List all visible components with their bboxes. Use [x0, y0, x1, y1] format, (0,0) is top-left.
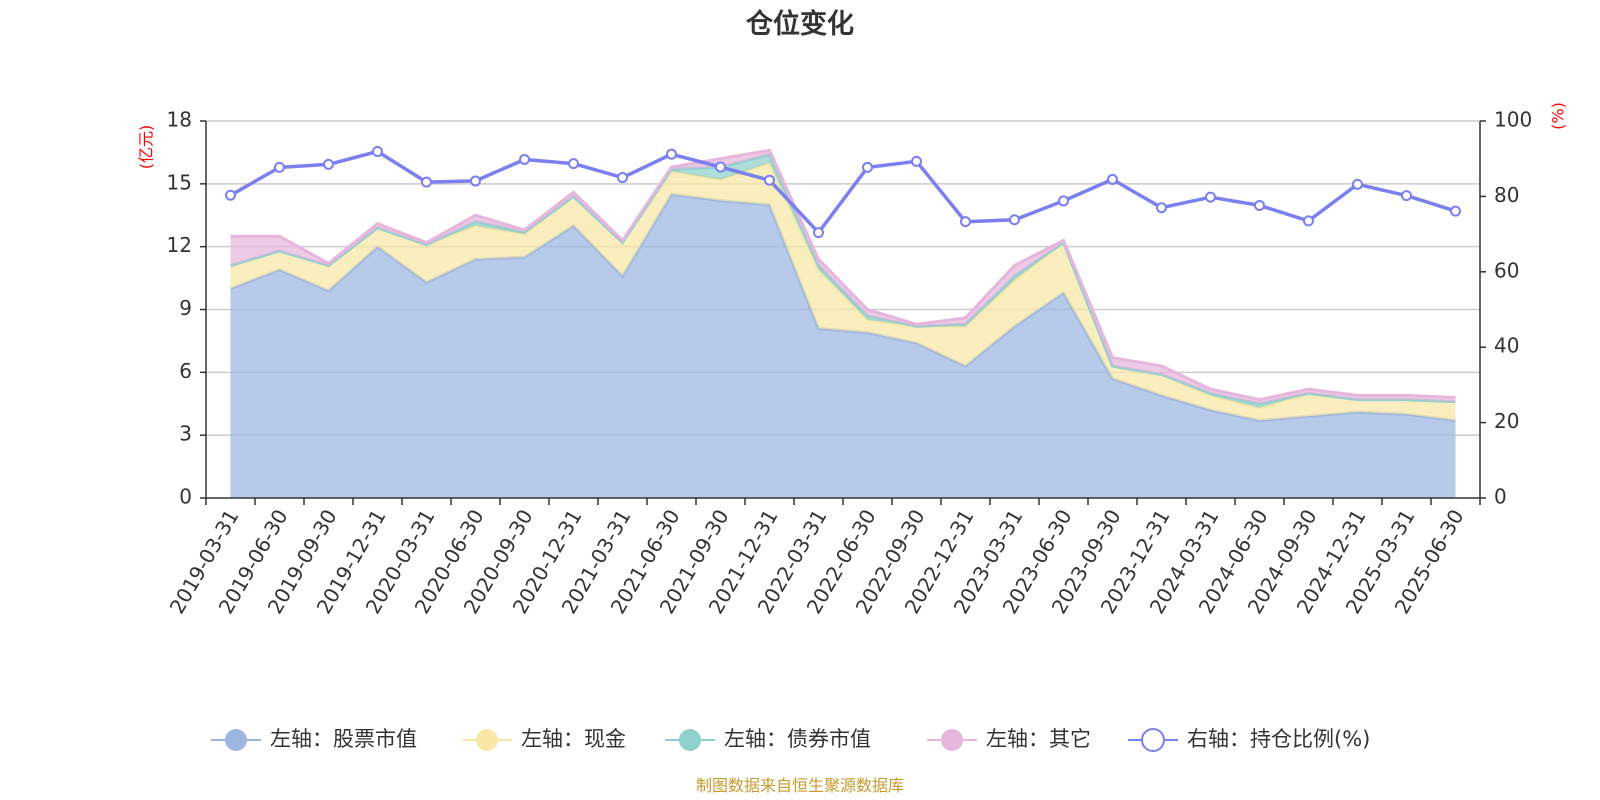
- legend[interactable]: 左轴：股票市值 左轴：现金 左轴：债券市值 左轴：其它 右轴：持仓比例(%): [211, 727, 1370, 752]
- ratio-point: [568, 158, 579, 170]
- ratio-point: [715, 161, 726, 173]
- ratio-point: [1156, 202, 1167, 214]
- legend-label: 左轴：股票市值: [270, 727, 417, 751]
- ratio-point: [225, 189, 236, 201]
- left-tick-label: 15: [167, 170, 192, 194]
- legend-marker: [679, 729, 701, 751]
- left-tick-label: 3: [179, 422, 192, 446]
- ratio-point: [960, 216, 971, 228]
- right-tick-label: 60: [1494, 258, 1519, 282]
- area-左轴：现金: [230, 162, 1456, 421]
- ratio-point: [519, 153, 530, 165]
- legend-label: 左轴：其它: [986, 727, 1091, 751]
- area-edge-左轴：其它: [230, 148, 1456, 402]
- left-tick-label: 0: [179, 485, 192, 509]
- ratio-point: [1450, 205, 1461, 217]
- ratio-point: [862, 161, 873, 173]
- ratio-line-layer: [225, 146, 1461, 239]
- ratio-point: [911, 155, 922, 167]
- ratio-point: [470, 175, 481, 187]
- right-tick-label: 20: [1494, 409, 1519, 433]
- stacked-areas: [229, 148, 1456, 499]
- ratio-point: [323, 158, 334, 170]
- left-axis-name: (亿元): [137, 125, 156, 170]
- legend-marker: [476, 729, 498, 751]
- left-tick-label: 12: [167, 233, 192, 257]
- ratio-point: [1107, 173, 1118, 185]
- ratio-point: [1352, 178, 1363, 190]
- legend-marker: [225, 729, 247, 751]
- right-tick-label: 0: [1494, 485, 1507, 509]
- ratio-point: [372, 146, 383, 158]
- ratio-point: [274, 161, 285, 173]
- ratio-point: [1401, 190, 1412, 202]
- right-tick-label: 80: [1494, 183, 1519, 207]
- right-tick-label: 100: [1494, 108, 1532, 132]
- ratio-point: [666, 148, 677, 160]
- ratio-point: [1205, 191, 1216, 203]
- ratio-point: [617, 172, 628, 184]
- ratio-point: [1254, 199, 1265, 211]
- right-tick-label: 40: [1494, 334, 1519, 358]
- ratio-line: [229, 149, 1457, 235]
- left-tick-label: 6: [179, 359, 192, 383]
- legend-marker: [941, 729, 963, 751]
- legend-marker: [1141, 728, 1165, 752]
- left-tick-label: 18: [167, 108, 192, 132]
- source-note: 制图数据来自恒生聚源数据库: [696, 776, 904, 795]
- ratio-point: [1009, 214, 1020, 226]
- chart-title: 仓位变化: [745, 8, 854, 40]
- ratio-point: [421, 176, 432, 188]
- legend-label: 左轴：债券市值: [724, 727, 871, 751]
- legend-label: 左轴：现金: [521, 727, 626, 751]
- ratio-point: [1303, 215, 1314, 227]
- left-tick-label: 9: [179, 296, 192, 320]
- ratio-point: [813, 227, 824, 239]
- legend-label: 右轴：持仓比例(%): [1187, 727, 1370, 751]
- ratio-point: [1058, 195, 1069, 207]
- right-axis-name: (%): [1549, 102, 1568, 130]
- ratio-point: [764, 174, 775, 186]
- area-左轴：股票市值: [230, 194, 1456, 499]
